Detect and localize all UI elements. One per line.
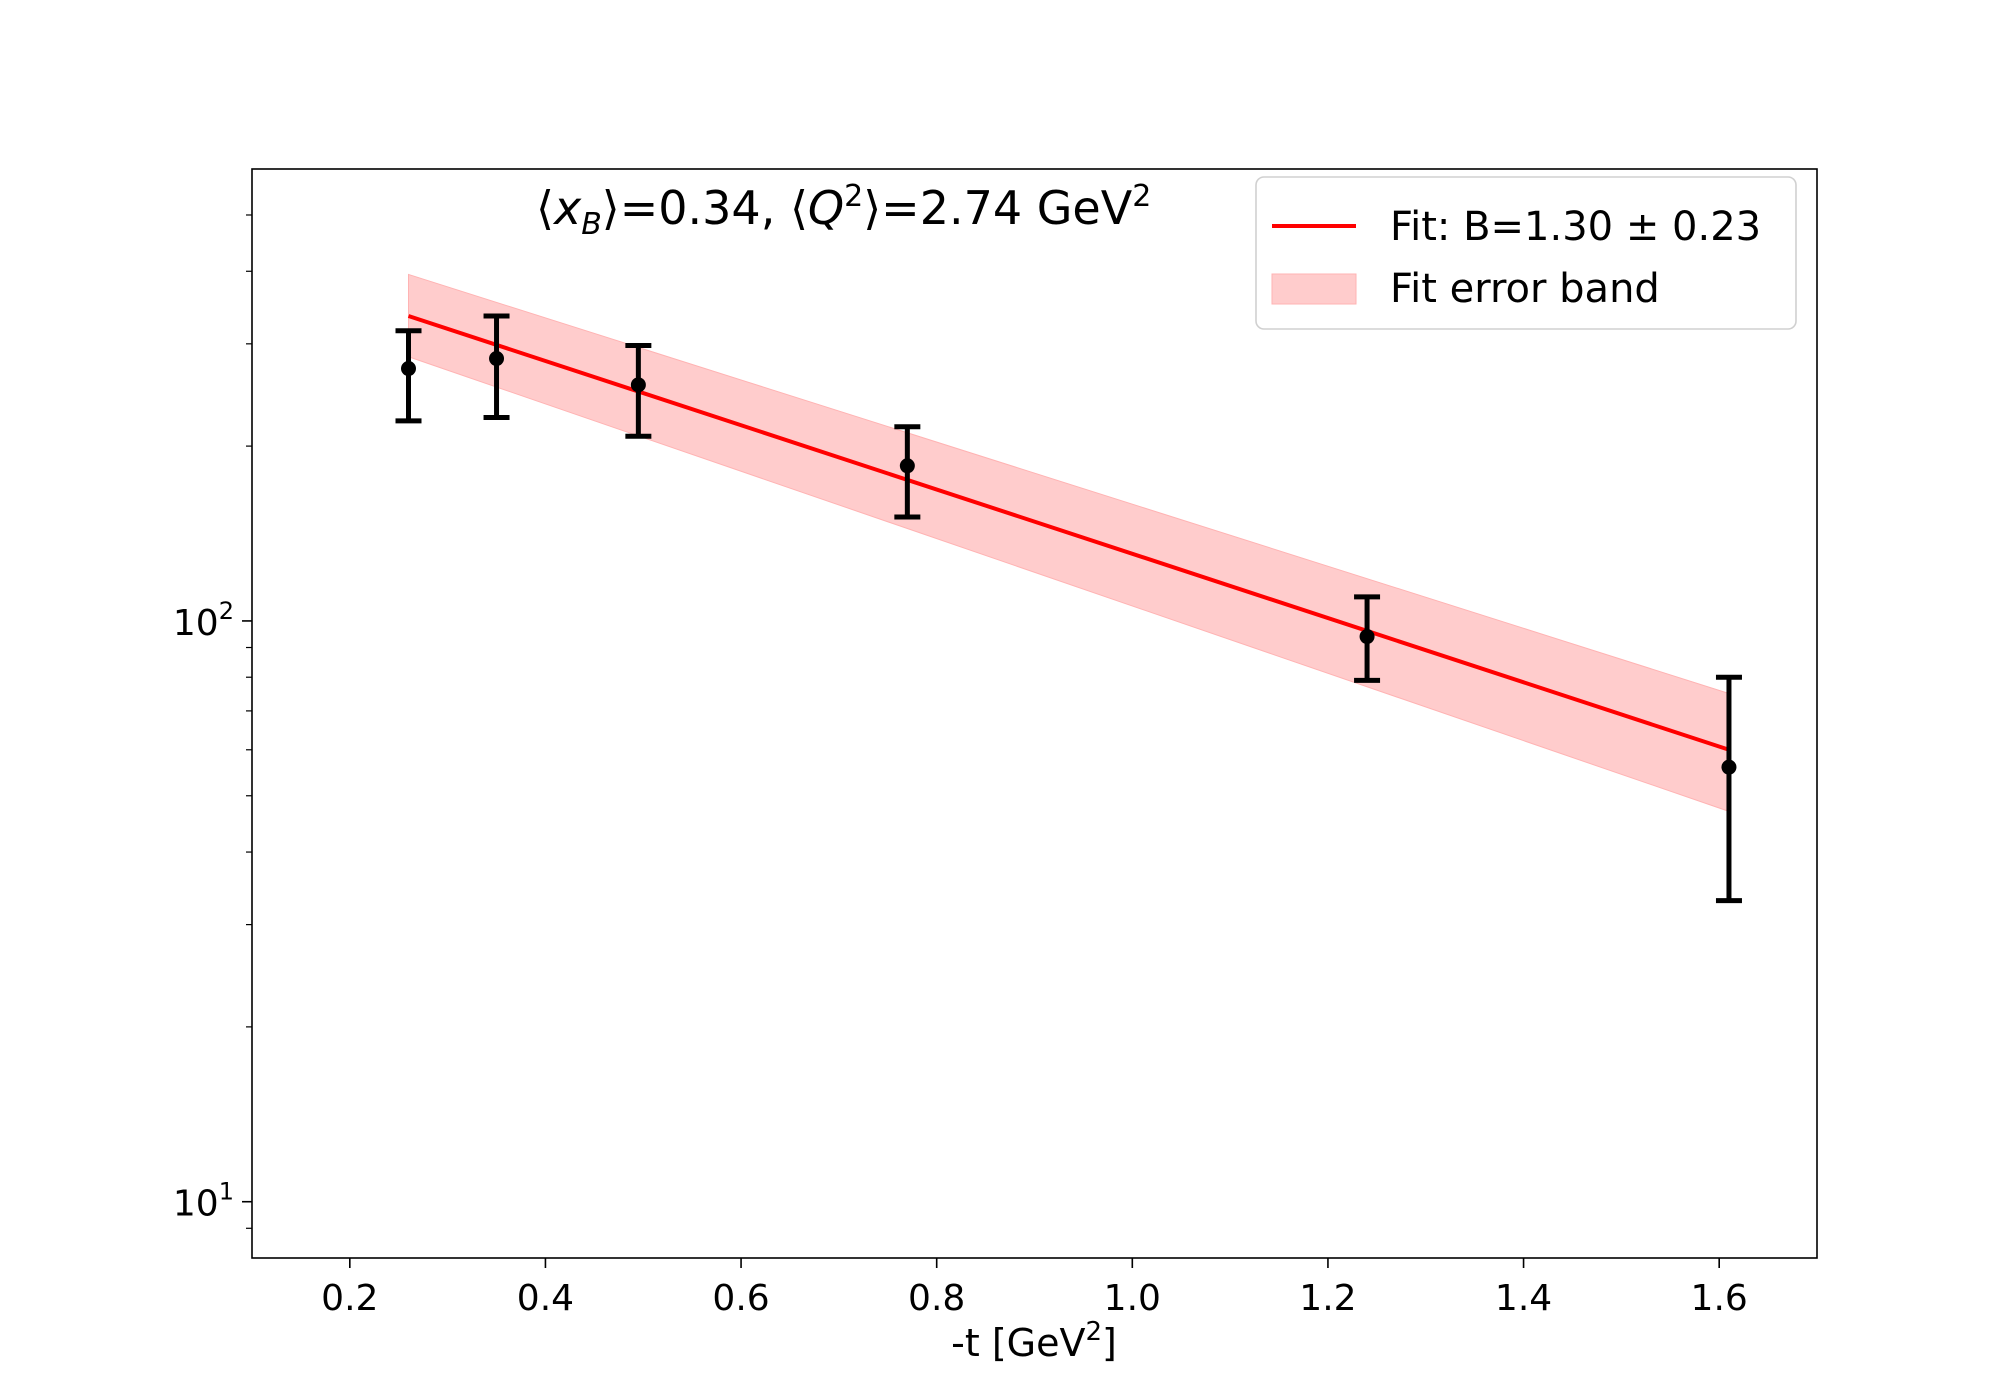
legend-fit-label: Fit: B=1.30 ± 0.23 <box>1390 204 1761 250</box>
data-point-1 <box>483 313 510 421</box>
data-point-2 <box>625 343 652 439</box>
data-marker <box>401 361 416 377</box>
data-point-5 <box>1715 674 1742 904</box>
data-marker <box>630 377 646 393</box>
x-tick-label: 1.0 <box>1104 1278 1161 1319</box>
data-points-layer <box>395 313 1742 904</box>
legend-band-label: Fit error band <box>1390 266 1660 312</box>
x-axis-label: -t [GeV2] <box>951 1317 1117 1365</box>
x-tick-label: 0.2 <box>321 1278 378 1319</box>
x-axis-ticks: 0.2 0.4 0.6 0.8 1.0 1.2 1.4 1.6 <box>321 1258 1748 1319</box>
legend: Fit: B=1.30 ± 0.23 Fit error band <box>1255 176 1797 330</box>
data-marker <box>899 458 915 474</box>
chart-title: ⟨xB⟩=0.34, ⟨Q2⟩=2.74 GeV2 <box>536 179 1151 242</box>
data-marker <box>1359 629 1375 645</box>
data-point-4 <box>1354 594 1381 683</box>
axes-frame <box>251 168 1818 1259</box>
fit-line <box>407 314 1730 752</box>
data-marker <box>489 351 505 367</box>
x-tick-label: 1.4 <box>1495 1278 1552 1319</box>
y-tick-label: 102 <box>173 597 234 644</box>
fit-line-layer <box>407 314 1730 752</box>
data-marker <box>1721 759 1737 775</box>
legend-band-swatch <box>1271 273 1357 305</box>
data-point-0 <box>395 328 422 424</box>
x-tick-label: 0.8 <box>908 1278 965 1319</box>
x-tick-label: 1.2 <box>1299 1278 1356 1319</box>
legend-frame <box>1255 176 1797 330</box>
x-tick-label: 0.4 <box>517 1278 574 1319</box>
x-tick-label: 1.6 <box>1691 1278 1748 1319</box>
data-point-3 <box>894 424 921 520</box>
y-axis-ticks: 101 102 <box>173 214 252 1229</box>
y-tick-label: 101 <box>173 1178 234 1225</box>
x-tick-label: 0.6 <box>712 1278 769 1319</box>
